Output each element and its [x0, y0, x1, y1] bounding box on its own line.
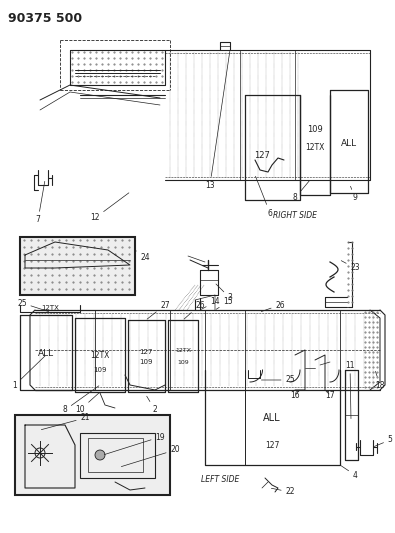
Bar: [80, 433, 155, 478]
Text: 12TX: 12TX: [90, 351, 110, 359]
Text: 23: 23: [341, 261, 360, 272]
Text: LEFT SIDE: LEFT SIDE: [201, 475, 239, 484]
Circle shape: [95, 450, 105, 460]
Text: 109: 109: [139, 359, 153, 365]
Text: 90375 500: 90375 500: [8, 12, 82, 25]
Text: 8: 8: [63, 386, 99, 415]
Text: 18: 18: [375, 372, 385, 390]
Bar: [20, 237, 135, 295]
Text: 20: 20: [121, 446, 180, 466]
Text: 24: 24: [136, 251, 150, 262]
Text: 10: 10: [75, 393, 99, 415]
Text: 14: 14: [201, 297, 220, 309]
Text: 2: 2: [147, 396, 157, 415]
Text: 109: 109: [307, 125, 323, 134]
Text: 127: 127: [254, 150, 270, 159]
Text: 127: 127: [139, 349, 153, 355]
Text: 12TX: 12TX: [305, 143, 325, 152]
Text: 8: 8: [293, 181, 309, 203]
Text: 27: 27: [147, 301, 170, 319]
Text: 12TX: 12TX: [175, 348, 191, 352]
Text: 6: 6: [256, 176, 273, 217]
Text: 26: 26: [261, 301, 285, 312]
Text: 19: 19: [104, 432, 165, 455]
Text: ALL: ALL: [38, 349, 54, 358]
Text: RIGHT SIDE: RIGHT SIDE: [273, 211, 317, 220]
Text: 25: 25: [261, 376, 295, 384]
Text: 12: 12: [90, 193, 129, 222]
Bar: [15, 415, 170, 495]
Text: ALL: ALL: [263, 413, 281, 423]
Text: 7: 7: [36, 181, 45, 224]
Text: 13: 13: [205, 51, 230, 190]
Text: 16: 16: [290, 391, 300, 400]
Text: 1: 1: [13, 356, 45, 390]
Text: 15: 15: [216, 297, 233, 309]
Text: 9: 9: [350, 187, 357, 203]
Text: 25: 25: [17, 298, 49, 312]
Text: 4: 4: [341, 466, 357, 480]
Text: ALL: ALL: [341, 139, 357, 148]
Text: 12TX: 12TX: [41, 305, 59, 311]
Text: 109: 109: [177, 359, 189, 365]
Text: 11: 11: [345, 360, 355, 418]
Text: 127: 127: [265, 440, 279, 449]
Text: 5: 5: [374, 435, 393, 447]
Text: 109: 109: [93, 367, 107, 373]
Text: 3: 3: [216, 284, 232, 303]
Text: 21: 21: [41, 414, 90, 430]
Bar: [88, 438, 143, 472]
Text: 22: 22: [271, 488, 295, 497]
Text: 17: 17: [325, 391, 335, 400]
Text: 26: 26: [184, 301, 205, 319]
